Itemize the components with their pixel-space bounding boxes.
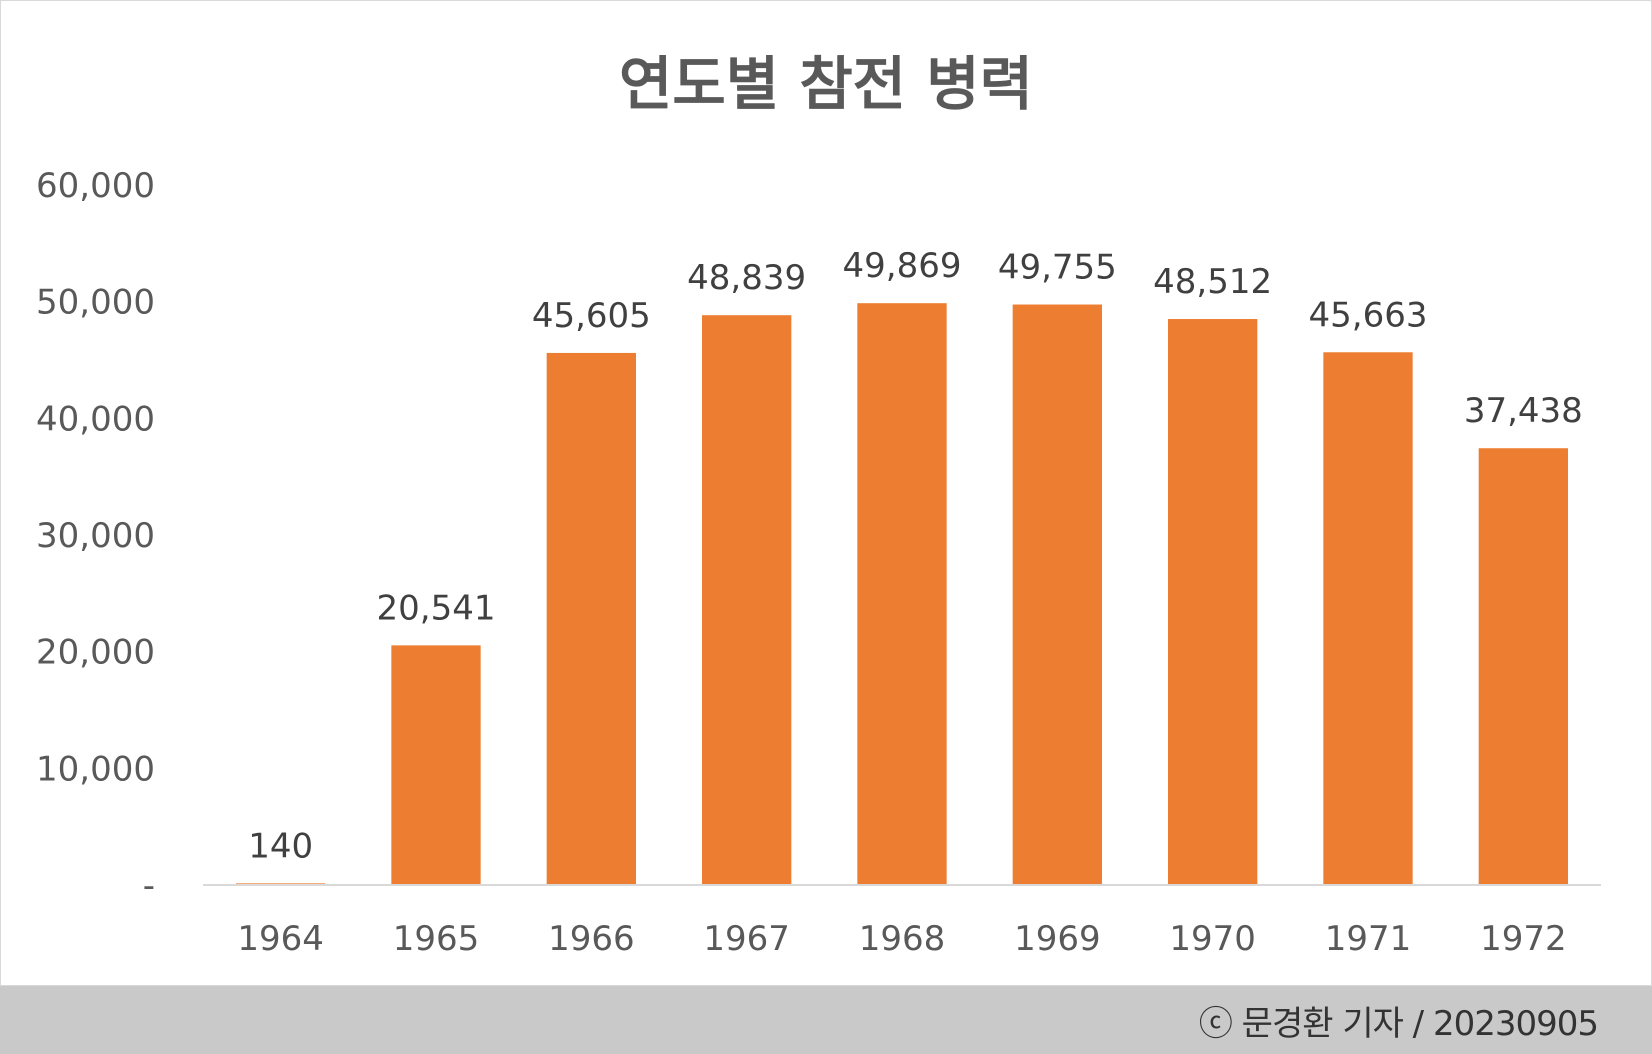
y-tick-label: 30,000 (36, 516, 155, 556)
y-tick-label: 50,000 (36, 283, 155, 323)
data-label: 48,839 (687, 258, 806, 298)
data-label: 49,869 (843, 246, 962, 286)
bars: 140 20,541 45,605 48,839 49,869 49,755 48,512 4… (236, 246, 1583, 886)
y-axis: - 10,000 20,000 30,000 40,000 50,000 60,000 (36, 166, 155, 906)
x-tick-label: 1966 (548, 919, 635, 959)
footer-bar: ⓒ 문경환 기자 / 20230905 (0, 986, 1652, 1054)
y-tick-label: 10,000 (36, 749, 155, 789)
y-tick-label: 40,000 (36, 399, 155, 439)
data-label: 45,605 (532, 296, 651, 336)
x-tick-label: 1967 (703, 919, 790, 959)
bar-1967 (702, 315, 792, 885)
x-tick-label: 1971 (1325, 919, 1412, 959)
chart-title: 연도별 참전 병력 (619, 50, 1033, 118)
bar-1966 (546, 352, 636, 886)
bar-chart: 연도별 참전 병력 - 10,000 20,000 30,000 40,000 50,00… (36, 50, 1601, 959)
data-label: 45,663 (1309, 295, 1428, 335)
bar-1970 (1168, 319, 1258, 885)
x-tick-label: 1970 (1169, 919, 1256, 959)
data-label: 37,438 (1464, 391, 1583, 431)
bar-1971 (1323, 352, 1413, 885)
bar-1968 (857, 303, 947, 885)
data-label: 20,541 (377, 588, 496, 628)
bar-1965 (391, 645, 481, 885)
y-tick-label: 20,000 (36, 633, 155, 673)
data-label: 49,755 (998, 248, 1117, 288)
y-tick-label: 60,000 (36, 166, 155, 206)
x-axis: 1964 1965 1966 1967 1968 1969 1970 1971 1972 (237, 919, 1566, 959)
bar-1969 (1012, 304, 1102, 885)
chart-area: 연도별 참전 병력 - 10,000 20,000 30,000 40,000 50,00… (0, 0, 1652, 986)
x-tick-label: 1968 (859, 919, 946, 959)
x-tick-label: 1964 (237, 919, 324, 959)
x-tick-label: 1972 (1480, 919, 1567, 959)
credit-text: ⓒ 문경환 기자 / 20230905 (1198, 1004, 1599, 1044)
data-label: 48,512 (1153, 262, 1272, 302)
x-tick-label: 1969 (1014, 919, 1101, 959)
x-tick-label: 1965 (393, 919, 480, 959)
y-tick-label: - (143, 866, 155, 906)
bar-1972 (1478, 448, 1568, 885)
data-label: 140 (248, 826, 313, 866)
